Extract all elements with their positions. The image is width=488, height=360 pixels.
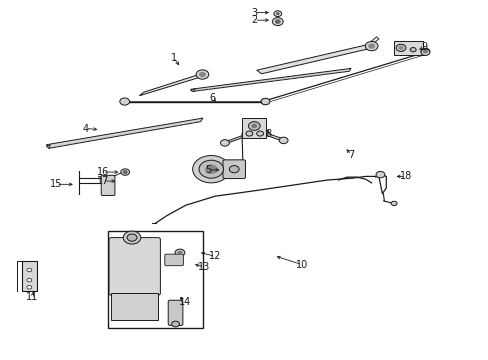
Circle shape	[199, 72, 205, 77]
Circle shape	[127, 234, 137, 241]
Circle shape	[420, 48, 429, 55]
Circle shape	[398, 46, 402, 49]
Circle shape	[390, 201, 396, 206]
Bar	[22, 261, 37, 291]
Circle shape	[365, 41, 377, 51]
FancyBboxPatch shape	[101, 175, 115, 195]
Circle shape	[120, 98, 129, 105]
Circle shape	[395, 44, 405, 51]
Circle shape	[251, 124, 256, 128]
Polygon shape	[139, 72, 206, 96]
Circle shape	[178, 251, 182, 254]
Polygon shape	[190, 68, 350, 91]
Polygon shape	[190, 89, 195, 92]
Circle shape	[248, 122, 260, 130]
Circle shape	[220, 140, 229, 146]
Circle shape	[276, 13, 279, 15]
Circle shape	[375, 171, 384, 178]
FancyBboxPatch shape	[393, 41, 422, 55]
Text: 9: 9	[421, 42, 427, 52]
Circle shape	[175, 249, 184, 256]
Circle shape	[192, 156, 229, 183]
Text: 17: 17	[96, 176, 109, 186]
Circle shape	[275, 20, 280, 23]
FancyBboxPatch shape	[109, 238, 160, 295]
Text: 1: 1	[170, 53, 176, 63]
Circle shape	[27, 268, 32, 272]
Text: 6: 6	[209, 93, 215, 103]
Circle shape	[205, 165, 217, 174]
Circle shape	[272, 18, 283, 26]
Circle shape	[261, 99, 268, 104]
Text: 2: 2	[251, 15, 257, 25]
Text: 8: 8	[264, 129, 270, 139]
Polygon shape	[264, 132, 283, 141]
Text: 13: 13	[198, 262, 210, 272]
Text: 15: 15	[50, 179, 62, 189]
Polygon shape	[46, 118, 203, 148]
Polygon shape	[224, 135, 243, 144]
Text: 5: 5	[204, 165, 210, 175]
Text: 10: 10	[295, 260, 308, 270]
Circle shape	[171, 321, 179, 327]
Text: 12: 12	[208, 251, 221, 261]
Text: 18: 18	[399, 171, 411, 181]
Circle shape	[123, 231, 141, 244]
Polygon shape	[367, 37, 378, 46]
Text: 14: 14	[178, 297, 191, 307]
Bar	[107, 231, 203, 328]
Circle shape	[121, 169, 129, 175]
Circle shape	[123, 171, 127, 174]
FancyBboxPatch shape	[223, 160, 245, 179]
Circle shape	[420, 49, 429, 55]
Polygon shape	[256, 44, 373, 74]
FancyBboxPatch shape	[164, 254, 183, 266]
Circle shape	[256, 131, 263, 136]
Polygon shape	[46, 145, 50, 148]
Text: 11: 11	[25, 292, 38, 302]
Text: 4: 4	[82, 123, 88, 134]
Circle shape	[229, 166, 239, 173]
FancyBboxPatch shape	[242, 118, 265, 138]
Circle shape	[245, 131, 252, 136]
Text: 7: 7	[347, 150, 353, 160]
Circle shape	[409, 48, 415, 52]
Circle shape	[279, 137, 287, 144]
Polygon shape	[111, 293, 158, 320]
Circle shape	[423, 50, 427, 53]
Circle shape	[368, 44, 374, 48]
Text: 16: 16	[96, 167, 109, 177]
Circle shape	[273, 11, 281, 17]
Circle shape	[199, 160, 223, 178]
Circle shape	[196, 70, 208, 79]
Circle shape	[261, 98, 269, 105]
FancyBboxPatch shape	[168, 300, 183, 325]
Text: 3: 3	[251, 8, 257, 18]
Circle shape	[27, 278, 32, 282]
Circle shape	[27, 285, 32, 289]
